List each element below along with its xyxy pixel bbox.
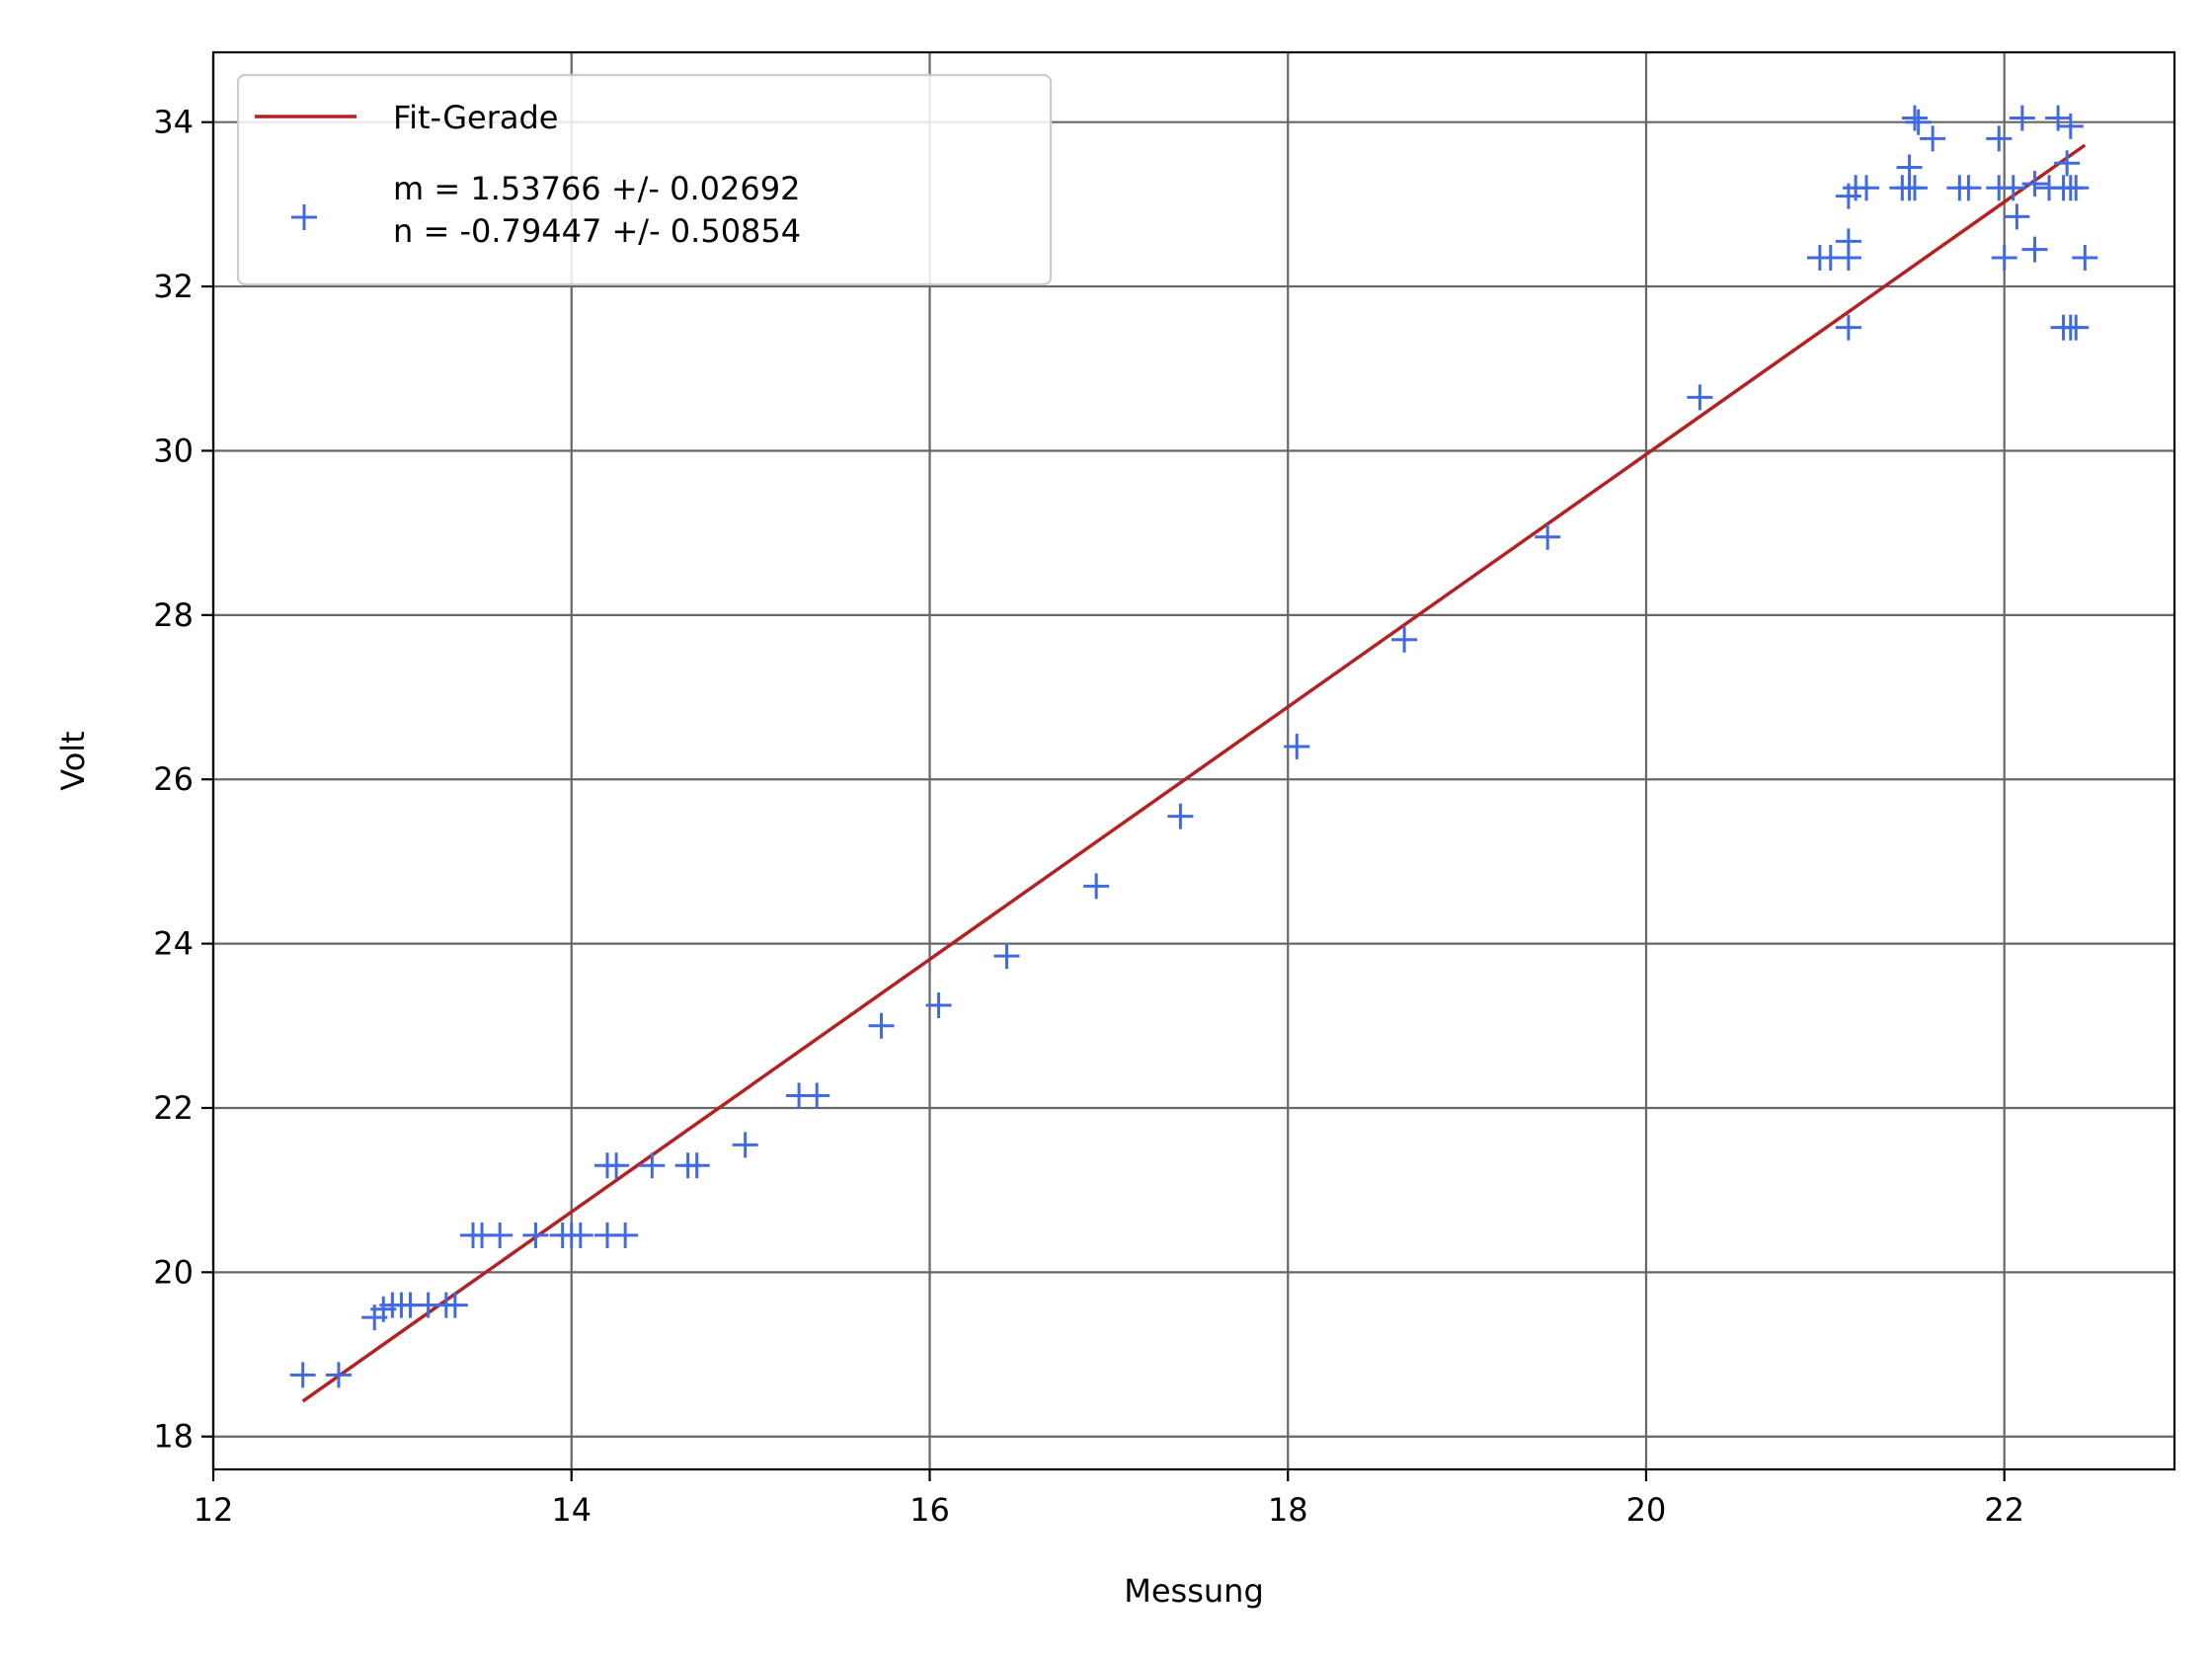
x-tick-label: 18 [1268, 1491, 1308, 1529]
data-point [522, 1222, 549, 1248]
y-tick-label: 28 [153, 596, 194, 634]
y-tick-label: 34 [153, 104, 194, 141]
y-tick-label: 20 [153, 1253, 194, 1291]
data-point [1902, 105, 1929, 131]
data-point [1986, 125, 2013, 152]
data-point [2054, 150, 2081, 177]
data-point [993, 943, 1020, 970]
data-point [1905, 109, 1932, 135]
fit-line [301, 143, 2087, 1403]
legend-label-line: m = 1.53766 +/- 0.02692 [393, 170, 800, 207]
fit-line-layer [301, 143, 2087, 1403]
y-tick-label: 18 [153, 1418, 194, 1456]
data-point [2000, 175, 2026, 201]
data-point [2063, 175, 2090, 201]
legend-label-points: m = 1.53766 +/- 0.02692 n = -0.79447 +/- … [393, 170, 801, 250]
data-point [2004, 203, 2030, 230]
data-point [1920, 125, 1946, 152]
y-tick-label: 30 [153, 432, 194, 469]
x-tick-label: 20 [1626, 1491, 1667, 1529]
data-point [1535, 523, 1561, 550]
data-point [2021, 171, 2048, 198]
data-point [289, 1362, 316, 1388]
legend-box [236, 73, 1053, 286]
x-axis-label: Messung [1124, 1572, 1264, 1610]
data-point [2063, 314, 2090, 341]
data-point [2057, 113, 2084, 139]
data-point [1902, 175, 1929, 201]
data-point [732, 1132, 758, 1158]
x-tick-label: 12 [194, 1491, 234, 1529]
data-point [2009, 105, 2035, 131]
legend-label-line: n = -0.79447 +/- 0.50854 [393, 212, 801, 250]
grid-lines [211, 52, 2174, 1469]
data-point [612, 1222, 639, 1248]
y-tick-label: 24 [153, 925, 194, 963]
y-axis-label: Volt [54, 731, 92, 790]
data-point [1835, 228, 1861, 255]
data-point [1284, 733, 1310, 759]
data-point [639, 1152, 666, 1179]
data-point [925, 991, 952, 1018]
data-point [1955, 175, 1982, 201]
data-point [1167, 803, 1194, 830]
axis-ticks: 12 14 16 18 20 22 18 20 22 24 26 28 30 32 34 [153, 104, 2024, 1529]
data-point [603, 1152, 630, 1179]
y-tick-label: 26 [153, 760, 194, 798]
y-tick-label: 22 [153, 1089, 194, 1127]
data-point [1687, 384, 1713, 411]
data-point [567, 1222, 593, 1248]
data-point [1835, 314, 1861, 341]
plot-area-frame [211, 50, 2176, 1471]
legend-label-fit: Fit-Gerade [393, 99, 558, 136]
data-point [804, 1082, 830, 1109]
data-point [1391, 626, 1418, 653]
data-points-layer [289, 105, 2098, 1388]
legend: Fit-Gerade m = 1.53766 +/- 0.02692 n = -0.… [236, 73, 1053, 286]
x-tick-label: 14 [551, 1491, 592, 1529]
data-point [2021, 236, 2048, 263]
y-tick-label: 32 [153, 268, 194, 305]
data-point [1896, 154, 1923, 181]
data-point [1991, 244, 2017, 271]
data-point [441, 1292, 468, 1318]
data-point [683, 1152, 710, 1179]
x-tick-label: 16 [909, 1491, 950, 1529]
data-point [868, 1012, 895, 1039]
data-point [487, 1222, 514, 1248]
data-point [325, 1362, 352, 1388]
data-point [1083, 873, 1110, 900]
x-tick-label: 22 [1984, 1491, 2024, 1529]
data-point [2072, 244, 2098, 271]
data-point [1854, 175, 1880, 201]
